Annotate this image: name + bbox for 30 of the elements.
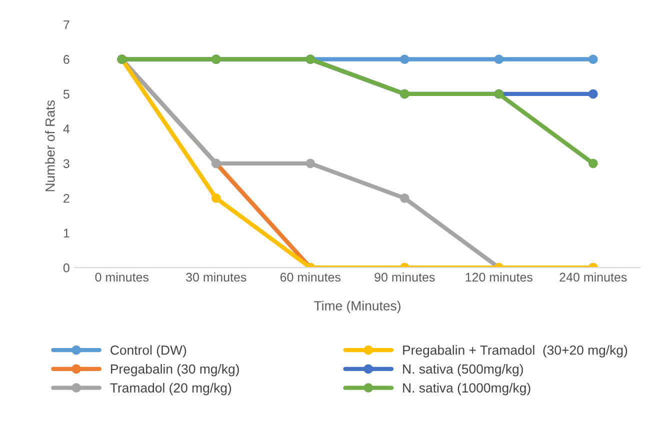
point <box>306 158 316 168</box>
legend-label: Tramadol (20 mg/kg) <box>110 382 232 396</box>
legend-label: Control (DW) <box>110 345 186 358</box>
x-tick-label: 240 minutes <box>560 272 627 282</box>
point <box>588 89 598 99</box>
y-axis-title: Number of Rats <box>45 100 55 192</box>
x-tick-label: 60 minutes <box>280 272 340 282</box>
legend-label: N. sativa (500mg/kg) <box>403 364 523 376</box>
legend-label: Pregabalin + Tramadol (30+20 mg/kg) <box>403 345 628 358</box>
y-tick-label: 2 <box>64 194 70 203</box>
y-tick-label: 3 <box>63 159 70 168</box>
y-tick-label: 1 <box>64 228 70 238</box>
point <box>400 193 410 203</box>
legend-label: N. sativa (1000mg/kg) <box>403 382 530 396</box>
x-tick-label: 0 minutes <box>95 272 149 282</box>
y-tick-label: 5 <box>63 90 70 99</box>
x-axis-title: Time (Minutes) <box>314 300 400 314</box>
point <box>588 158 598 168</box>
y-tick-label: 0 <box>63 263 70 272</box>
point <box>400 54 410 64</box>
y-tick-label: 4 <box>63 124 70 134</box>
point <box>211 193 221 203</box>
point <box>588 54 598 64</box>
x-tick-label: 30 minutes <box>186 272 246 282</box>
y-tick-label: 6 <box>64 55 70 64</box>
legend-label: Pregabalin (30 mg/kg) <box>110 364 239 376</box>
x-tick-label: 120 minutes <box>466 272 532 282</box>
y-tick-label: 7 <box>64 20 70 30</box>
point <box>494 54 504 64</box>
x-tick-label: 90 minutes <box>374 272 435 282</box>
